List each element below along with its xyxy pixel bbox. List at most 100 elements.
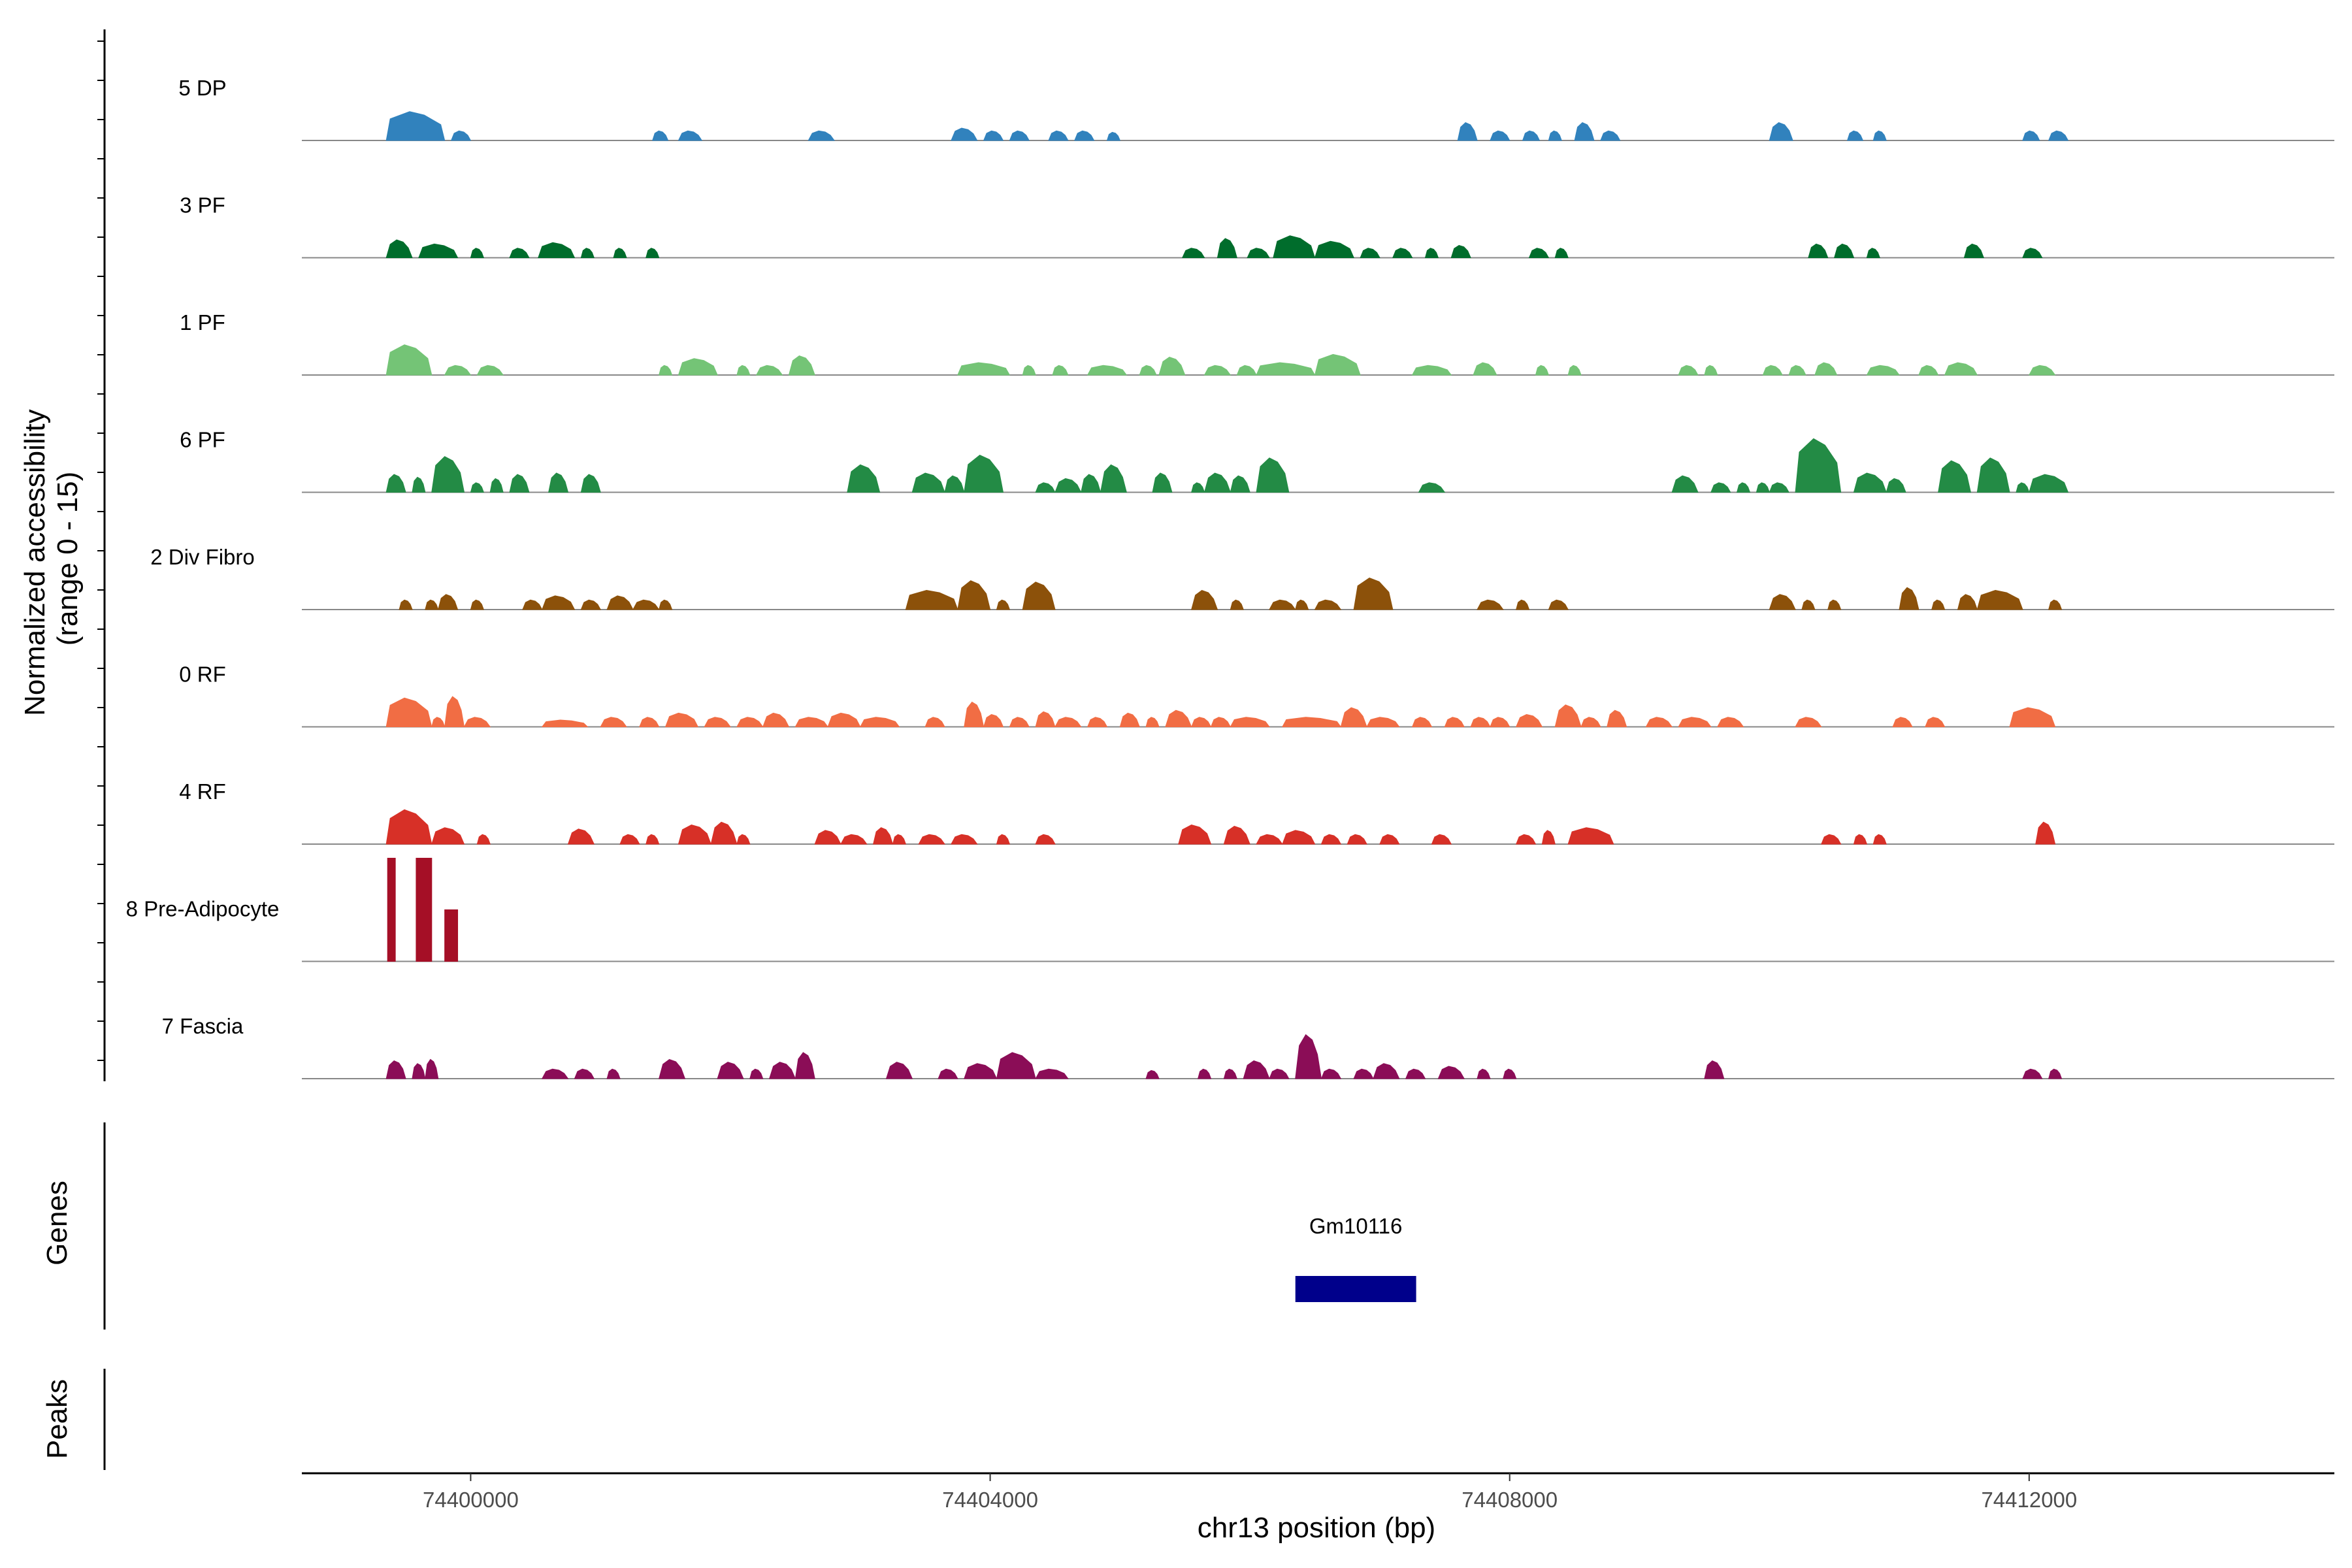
genes-panel: Gm10116 <box>1295 1214 1416 1302</box>
coverage-peak <box>1522 130 1541 141</box>
coverage-peak <box>1009 717 1030 727</box>
coverage-peak <box>1190 717 1212 727</box>
coverage-peak <box>964 701 985 727</box>
coverage-peak <box>1139 365 1157 376</box>
coverage-peak <box>1230 717 1270 727</box>
coverage-peak <box>385 344 433 376</box>
coverage-peak <box>749 1068 764 1079</box>
coverage-peak <box>1808 243 1829 258</box>
coverage-peak <box>1853 834 1868 845</box>
coverage-peak <box>1821 834 1842 845</box>
coverage-peak <box>418 243 459 258</box>
coverage-peak <box>1554 704 1582 727</box>
coverage-peak <box>470 599 485 610</box>
coverage-peak <box>385 697 433 727</box>
y-axis-title-line1: Normalized accessibility <box>19 409 51 715</box>
coverage-peak <box>1853 472 1887 493</box>
coverage-peak <box>1490 717 1511 727</box>
coverage-peak <box>840 834 868 845</box>
coverage-peak <box>1269 599 1296 610</box>
coverage-peak <box>1963 243 1985 258</box>
coverage-peak <box>1054 478 1082 493</box>
coverage-peak <box>736 834 751 845</box>
coverage-peak <box>1035 1068 1069 1079</box>
coverage-peak <box>2048 1068 2063 1079</box>
track-0-rf: 0 RF <box>179 662 2334 728</box>
coverage-peak <box>1314 240 1354 258</box>
coverage-peak <box>911 472 945 493</box>
x-tick-label: 74404000 <box>942 1488 1038 1512</box>
coverage-peak <box>431 717 446 727</box>
coverage-peak <box>814 830 841 845</box>
coverage-peak <box>1886 478 1906 493</box>
coverage-peak <box>1197 1068 1212 1079</box>
coverage-peak <box>399 599 413 610</box>
coverage-peak <box>1256 362 1316 376</box>
track-label: 4 RF <box>179 779 226 804</box>
coverage-peak <box>2048 130 2069 141</box>
coverage-peak <box>645 248 660 258</box>
coverage-peak <box>1247 248 1270 258</box>
coverage-peak <box>385 809 433 845</box>
coverage-peak <box>522 599 543 610</box>
coverage-peak <box>1353 577 1394 610</box>
coverage-peak <box>983 713 1004 727</box>
coverage-peak <box>444 365 472 376</box>
track-label: 1 PF <box>180 310 225 335</box>
coverage-peak <box>1191 482 1205 493</box>
coverage-peak <box>1795 717 1822 727</box>
coverage-peak <box>509 474 530 493</box>
coverage-peak <box>1054 717 1082 727</box>
coverage-peak <box>996 834 1011 845</box>
coverage-peak <box>489 478 504 493</box>
coverage-peak <box>619 834 640 845</box>
coverage-peak <box>2029 365 2056 376</box>
coverage-peak <box>1607 710 1627 727</box>
coverage-peak <box>1470 717 1491 727</box>
coverage-peak <box>1788 365 1806 376</box>
coverage-peak <box>1976 457 2010 493</box>
coverage-peak <box>1938 460 1972 493</box>
coverage-peak <box>1243 1060 1270 1079</box>
coverage-peak <box>1347 834 1367 845</box>
coverage-peak <box>2016 482 2030 493</box>
coverage-peak <box>1203 365 1232 376</box>
coverage-peak <box>1269 1068 1290 1079</box>
coverage-peak <box>1022 365 1036 376</box>
coverage-peak <box>2009 707 2056 727</box>
coverage-peak <box>1769 122 1793 141</box>
coverage-peak <box>1503 1068 1517 1079</box>
coverage-peak <box>1314 599 1342 610</box>
coverage-peak <box>808 130 836 141</box>
coverage-peak <box>606 595 634 610</box>
coverage-peak <box>1035 482 1056 493</box>
coverage-peak <box>1230 475 1250 493</box>
coverage-peak <box>476 834 491 845</box>
coverage-peak <box>2022 1068 2043 1079</box>
coverage-peak <box>580 599 602 610</box>
coverage-peak <box>1145 1070 1160 1079</box>
coverage-peak <box>2035 821 2056 845</box>
coverage-peak <box>1457 122 1478 141</box>
coverage-peak <box>1392 248 1413 258</box>
coverage-peak <box>1872 130 1887 141</box>
coverage-peak <box>645 834 660 845</box>
coverage-peak <box>1769 482 1789 493</box>
gene-body <box>1295 1276 1416 1302</box>
coverage-peak <box>755 365 783 376</box>
coverage-peak <box>1756 482 1770 493</box>
track-5-dp: 5 DP <box>178 76 2334 141</box>
coverage-peak <box>2048 599 2063 610</box>
x-tick-label: 74400000 <box>423 1488 519 1512</box>
coverage-peak <box>385 474 406 493</box>
coverage-peak <box>964 1063 998 1079</box>
y-axis-title-line2: (range 0 - 15) <box>52 472 84 646</box>
coverage-peak <box>847 464 881 493</box>
coverage-peak <box>1086 717 1108 727</box>
coverage-peak <box>1769 594 1796 610</box>
coverage-peak <box>1490 130 1511 141</box>
coverage-peak <box>1834 243 1855 258</box>
coverage-peak <box>1976 589 2023 610</box>
coverage-peak <box>762 712 790 727</box>
